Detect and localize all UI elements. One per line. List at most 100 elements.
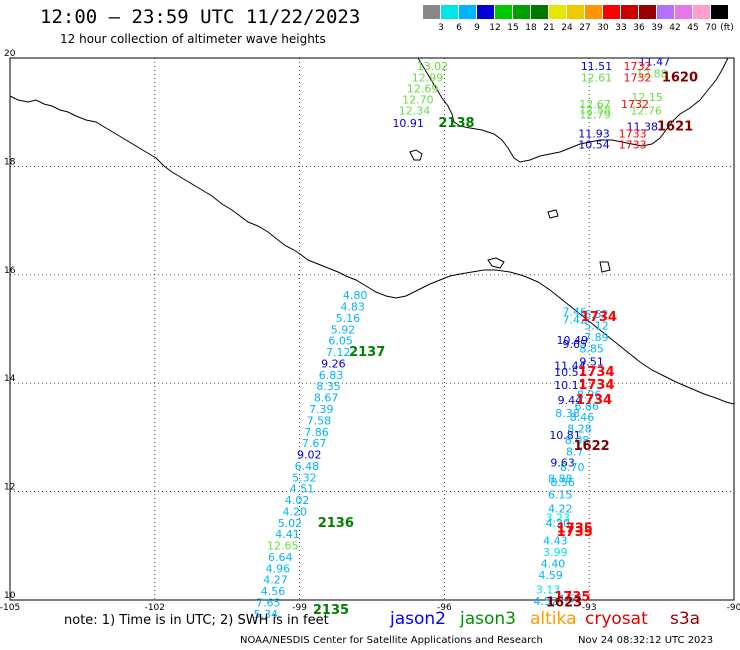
colorbar-swatch xyxy=(495,5,512,19)
pass-time-label: 2135 xyxy=(313,603,349,618)
pass-time-label: 1734 xyxy=(578,365,614,380)
chart-subtitle: 12 hour collection of altimeter wave hei… xyxy=(60,32,326,46)
wave-height-value: 10.11 xyxy=(554,379,586,392)
colorbar-swatch xyxy=(459,5,476,19)
wave-height-value: 6.48 xyxy=(295,460,320,473)
colorbar-label: 15 xyxy=(507,23,519,33)
longitude-tick-label: -105 xyxy=(0,603,20,613)
lake-outline xyxy=(487,257,505,269)
wave-height-value: 7.58 xyxy=(307,414,332,427)
pass-time-label: 1734 xyxy=(581,310,617,325)
wave-height-value: 8.96 xyxy=(577,388,602,401)
wave-height-value: 11.44 xyxy=(554,360,586,373)
legend-cryosat: cryosat xyxy=(585,609,648,629)
colorbar-label: 24 xyxy=(561,23,573,33)
wave-height-value: 12.79 xyxy=(579,109,611,122)
wave-height-value: 8.56 xyxy=(550,476,575,489)
wave-height-value: 6.05 xyxy=(328,335,353,348)
wave-height-value: 1733 xyxy=(619,139,647,152)
pass-time-label: 1621 xyxy=(657,120,693,135)
wave-height-value: 11.47 xyxy=(639,56,671,69)
wave-height-value: 4.96 xyxy=(266,562,291,575)
lake-outline xyxy=(599,261,611,273)
wave-height-value: 9.65 xyxy=(562,338,587,351)
wave-height-value: 1733 xyxy=(619,128,647,141)
wave-height-value: 1732 xyxy=(623,60,651,73)
generation-timestamp: Nov 24 08:32:12 UTC 2023 xyxy=(578,635,714,646)
colorbar-label: 30 xyxy=(597,23,609,33)
chart-title: 12:00 – 23:59 UTC 11/22/2023 xyxy=(40,6,361,28)
wave-height-value: 4.02 xyxy=(285,494,310,507)
wave-height-value: 7.39 xyxy=(309,403,334,416)
colorbar-label: 27 xyxy=(579,23,591,33)
pass-time-label: 1620 xyxy=(662,70,698,85)
wave-height-value: 7.42 xyxy=(562,314,587,327)
colorbar-label: 3 xyxy=(438,23,444,33)
wave-height-value: 3.13 xyxy=(536,583,561,596)
pass-time-label: 1623 xyxy=(546,596,582,611)
wave-height-value: 3.99 xyxy=(543,546,568,559)
pass-time-label: 2136 xyxy=(318,516,354,531)
colorbar-swatch xyxy=(513,5,530,19)
wave-height-value: 9.44 xyxy=(558,394,583,407)
wave-height-value: 8.67 xyxy=(314,392,339,405)
colorbar-swatch xyxy=(711,5,728,19)
wave-height-value: 4.80 xyxy=(343,289,368,302)
wave-height-value: 4.83 xyxy=(340,301,365,314)
colorbar-label: 39 xyxy=(651,23,663,33)
wave-height-value: 7.89 xyxy=(584,331,609,344)
colorbar-swatch xyxy=(549,5,566,19)
wave-height-value: 5.02 xyxy=(278,517,303,530)
colorbar-swatch xyxy=(621,5,638,19)
map-frame xyxy=(9,57,735,601)
wave-height-value: 4.59 xyxy=(538,569,563,582)
wave-height-value: 7.86 xyxy=(304,426,329,439)
wave-height-value: 6.86 xyxy=(575,400,600,413)
longitude-tick-label: -102 xyxy=(145,603,165,613)
wave-height-value: 12.67 xyxy=(579,98,611,111)
colorbar-swatch xyxy=(477,5,494,19)
colorbar-label: 12 xyxy=(489,23,501,33)
wave-height-value: 9.51 xyxy=(579,355,604,368)
colorbar-swatch xyxy=(585,5,602,19)
pass-time-label: 2138 xyxy=(438,116,474,131)
wave-height-value: 7.65 xyxy=(256,597,281,610)
wave-height-value: 7.46 xyxy=(562,305,587,318)
wave-height-value: 8.38 xyxy=(555,407,580,420)
pass-time-label: 1734 xyxy=(576,393,612,408)
colorbar-unit: (ft) xyxy=(720,23,734,33)
wave-height-value: 4.57 xyxy=(558,593,583,606)
wave-height-value: 11.38 xyxy=(627,121,659,134)
wave-height-value: 5.34 xyxy=(254,608,279,621)
colorbar-label: 36 xyxy=(633,23,645,33)
longitude-tick-label: -99 xyxy=(292,603,307,613)
wave-height-value: 6.83 xyxy=(319,369,344,382)
latitude-tick-label: 20 xyxy=(4,49,16,59)
wave-height-value: 8.88 xyxy=(548,472,573,485)
pass-time-label: 1622 xyxy=(574,439,610,454)
legend-s3a: s3a xyxy=(670,609,701,629)
wave-height-value: 4.43 xyxy=(543,535,568,548)
wave-height-value: 9.63 xyxy=(550,457,575,470)
colorbar-label: 45 xyxy=(687,23,699,33)
colorbar-label: 33 xyxy=(615,23,627,33)
wave-height-value: 8.85 xyxy=(579,342,604,355)
wave-height-value: 12.15 xyxy=(631,91,663,104)
wave-height-value: 4.20 xyxy=(546,517,571,530)
colorbar-swatch xyxy=(531,5,548,19)
colorbar-label: 42 xyxy=(669,23,681,33)
legend-altika: altika xyxy=(530,609,577,629)
wave-height-value: 8.7 xyxy=(566,445,584,458)
coastline xyxy=(9,95,735,405)
footnote: note: 1) Time is in UTC; 2) SWH is in fe… xyxy=(64,613,329,628)
wave-height-value: 12.58 xyxy=(579,103,611,116)
wave-height-value: 8.46 xyxy=(570,411,595,424)
wave-height-value: 8.28 xyxy=(567,423,592,436)
wave-height-value: 8.70 xyxy=(560,461,585,474)
wave-height-value: 11.93 xyxy=(578,128,610,141)
wave-height-value: 3.23 xyxy=(546,511,571,524)
wave-height-value: 4.20 xyxy=(283,505,308,518)
gulf-coastline xyxy=(417,57,729,163)
colorbar-swatch xyxy=(567,5,584,19)
